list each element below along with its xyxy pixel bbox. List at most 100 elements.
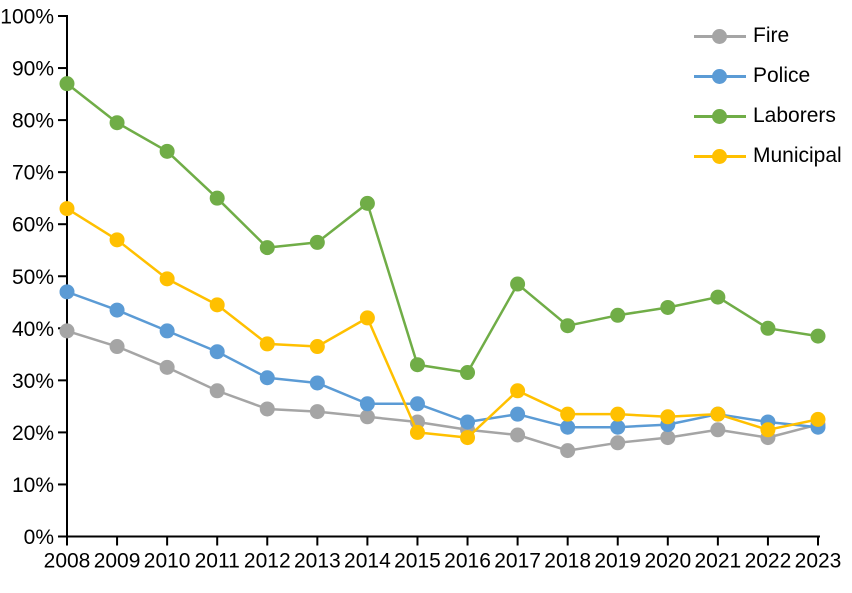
y-axis-tick-label: 10% xyxy=(12,474,54,497)
municipal-point-2022 xyxy=(760,422,776,438)
laborers-point-2017 xyxy=(510,276,526,292)
x-axis-tick-label: 2016 xyxy=(444,550,491,573)
municipal-point-2012 xyxy=(259,336,275,352)
laborers-point-2016 xyxy=(460,365,476,381)
fire-point-2010 xyxy=(159,359,175,375)
laborers-point-2013 xyxy=(309,234,325,250)
municipal-point-2023 xyxy=(810,411,826,427)
legend-item-laborers: Laborers xyxy=(694,96,842,136)
fire-point-2019 xyxy=(610,435,626,451)
x-axis-tick-label: 2013 xyxy=(294,550,341,573)
laborers-point-2020 xyxy=(660,299,676,315)
police-point-2008 xyxy=(59,284,75,300)
municipal-series-swatch-icon xyxy=(694,148,746,164)
laborers-point-2009 xyxy=(109,115,125,131)
series-line-laborers xyxy=(65,82,820,374)
y-axis-tick-label: 90% xyxy=(12,58,54,81)
fire-point-2012 xyxy=(259,401,275,417)
municipal-point-2020 xyxy=(660,409,676,425)
legend-label-municipal: Municipal xyxy=(753,144,842,167)
fire-point-2009 xyxy=(109,339,125,355)
fire-point-2018 xyxy=(560,443,576,459)
y-axis-tick-label: 70% xyxy=(12,162,54,185)
legend-item-fire: Fire xyxy=(694,16,842,56)
municipal-point-2009 xyxy=(109,232,125,248)
x-axis-tick-label: 2023 xyxy=(795,550,842,573)
police-point-2017 xyxy=(510,406,526,422)
x-axis-tick-label: 2012 xyxy=(244,550,291,573)
police-series-swatch-icon xyxy=(694,68,746,84)
police-point-2009 xyxy=(109,302,125,318)
y-axis-tick-label: 100% xyxy=(0,6,54,29)
fire-point-2013 xyxy=(309,404,325,420)
fire-point-2020 xyxy=(660,430,676,446)
y-axis-tick-label: 20% xyxy=(12,422,54,445)
police-point-2010 xyxy=(159,323,175,339)
laborers-point-2015 xyxy=(409,357,425,373)
fire-series-swatch-icon xyxy=(694,28,746,44)
x-axis-tick-label: 2014 xyxy=(344,550,391,573)
police-point-2012 xyxy=(259,370,275,386)
municipal-point-2015 xyxy=(409,424,425,440)
legend-item-municipal: Municipal xyxy=(694,136,842,176)
x-axis-tick-label: 2009 xyxy=(94,550,141,573)
municipal-point-2010 xyxy=(159,271,175,287)
laborers-point-2023 xyxy=(810,328,826,344)
municipal-point-2011 xyxy=(209,297,225,313)
y-axis-tick-label: 50% xyxy=(12,266,54,289)
fire-point-2017 xyxy=(510,427,526,443)
x-axis-tick-label: 2008 xyxy=(44,550,91,573)
fire-point-2021 xyxy=(710,422,726,438)
laborers-point-2021 xyxy=(710,289,726,305)
y-axis-tick-label: 0% xyxy=(24,526,54,549)
x-axis-tick-label: 2015 xyxy=(394,550,441,573)
x-axis-tick-label: 2010 xyxy=(144,550,191,573)
laborers-point-2022 xyxy=(760,320,776,336)
x-axis-tick-label: 2017 xyxy=(494,550,541,573)
fire-point-2011 xyxy=(209,383,225,399)
legend-label-laborers: Laborers xyxy=(753,104,836,127)
chart-legend: Fire Police Laborers Municipal xyxy=(694,16,842,176)
police-point-2015 xyxy=(409,396,425,412)
series-line-police xyxy=(65,290,820,429)
municipal-point-2016 xyxy=(460,430,476,446)
series-line-municipal xyxy=(65,207,820,439)
municipal-point-2014 xyxy=(359,310,375,326)
x-axis-tick-label: 2021 xyxy=(695,550,742,573)
police-point-2014 xyxy=(359,396,375,412)
x-axis-tick-label: 2018 xyxy=(544,550,591,573)
municipal-point-2018 xyxy=(560,406,576,422)
municipal-point-2019 xyxy=(610,406,626,422)
laborers-point-2012 xyxy=(259,240,275,256)
municipal-point-2008 xyxy=(59,201,75,217)
x-axis-tick-label: 2022 xyxy=(745,550,792,573)
fire-point-2008 xyxy=(59,323,75,339)
x-axis-tick-label: 2011 xyxy=(195,550,240,573)
laborers-point-2011 xyxy=(209,190,225,206)
y-axis-tick-label: 80% xyxy=(12,110,54,133)
fire-point-2014 xyxy=(359,409,375,425)
series-line-fire xyxy=(65,329,820,452)
laborers-point-2014 xyxy=(359,195,375,211)
y-axis-tick-label: 30% xyxy=(12,370,54,393)
legend-label-police: Police xyxy=(753,64,811,87)
laborers-point-2010 xyxy=(159,143,175,159)
municipal-point-2017 xyxy=(510,383,526,399)
laborers-point-2018 xyxy=(560,318,576,334)
police-point-2011 xyxy=(209,344,225,360)
x-axis-tick-label: 2020 xyxy=(644,550,691,573)
legend-label-fire: Fire xyxy=(753,24,790,47)
laborers-point-2008 xyxy=(59,76,75,92)
laborers-series-swatch-icon xyxy=(694,108,746,124)
police-point-2013 xyxy=(309,375,325,391)
municipal-point-2013 xyxy=(309,339,325,355)
legend-item-police: Police xyxy=(694,56,842,96)
police-point-2018 xyxy=(560,419,576,435)
y-axis-tick-label: 40% xyxy=(12,318,54,341)
x-axis-tick-label: 2019 xyxy=(594,550,641,573)
police-point-2019 xyxy=(610,419,626,435)
laborers-point-2019 xyxy=(610,307,626,323)
y-axis-tick-label: 60% xyxy=(12,214,54,237)
